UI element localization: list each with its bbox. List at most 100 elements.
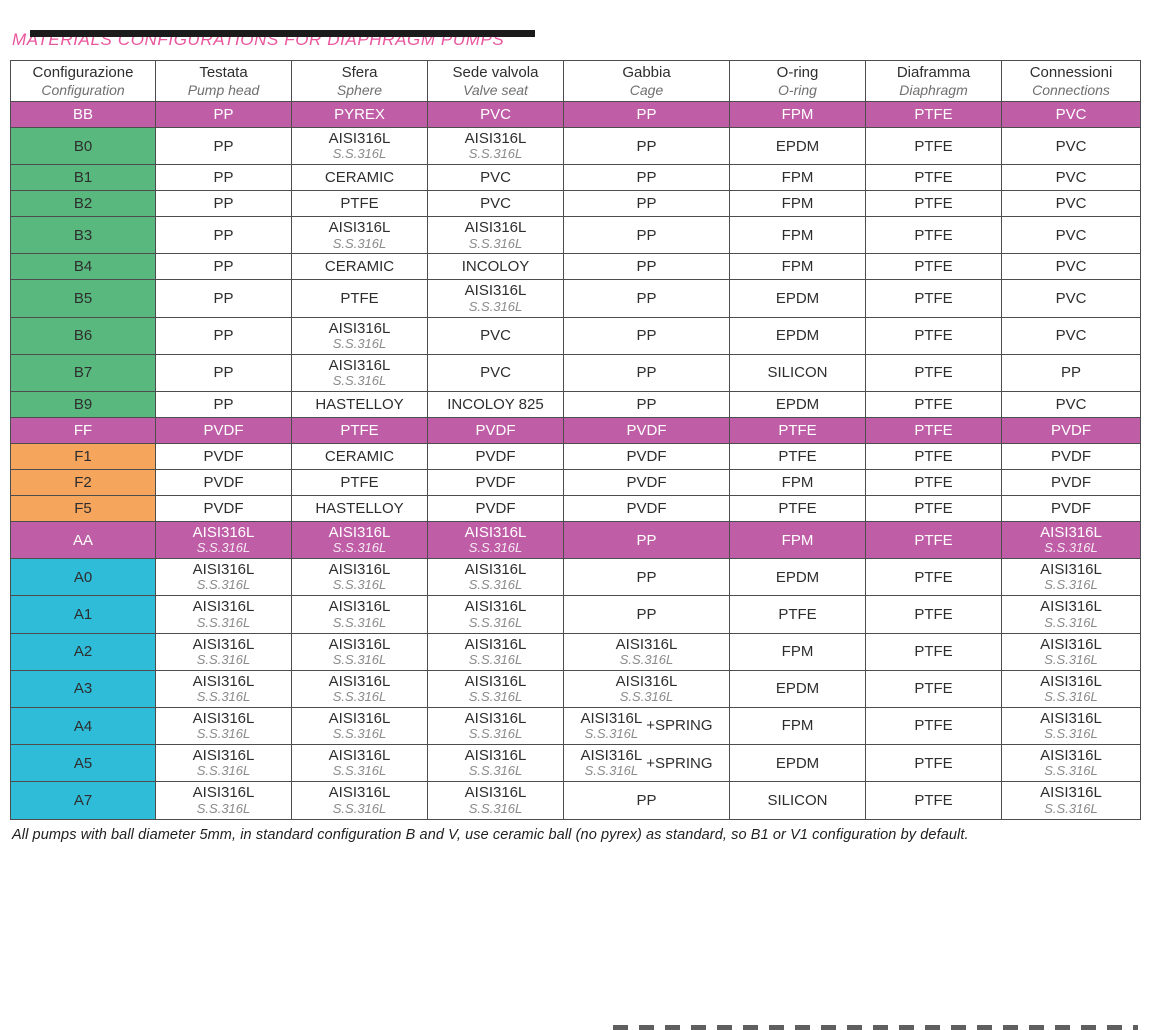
material-cell: AISI316L S.S.316L — [427, 521, 564, 560]
table-row-B1: B1 PP CERAMIC PVC PP FPM PTFE PVC — [10, 164, 1141, 192]
material-cell: FPM — [729, 164, 866, 192]
material-cell: PP — [155, 164, 292, 192]
material-cell: INCOLOY — [427, 253, 564, 281]
material-cell: AISI316L S.S.316L — [1001, 781, 1141, 820]
material-cell: AISI316L S.S.316L — [291, 353, 428, 393]
material-cell: PTFE — [865, 316, 1002, 355]
material-cell: AISI316L S.S.316L — [427, 706, 564, 746]
material-cell: AISI316L S.S.316L — [291, 706, 428, 746]
table-row-F5: F5 PVDF HASTELLOY PVDF PVDF PTFE PTFE PVDF — [10, 495, 1141, 523]
column-header-0: Configurazione Configuration — [10, 59, 156, 103]
material-cell: EPDM — [729, 316, 866, 355]
material-cell: PTFE — [291, 279, 428, 318]
material-cell: PTFE — [729, 495, 866, 523]
material-cell: EPDM — [729, 744, 866, 783]
material-cell: AISI316L S.S.316L — [1001, 669, 1141, 708]
material-cell: AISI316L S.S.316L — [155, 558, 292, 597]
material-cell: PVC — [1001, 164, 1141, 192]
material-cell: EPDM — [729, 391, 866, 419]
material-cell: AISI316L S.S.316L — [1001, 558, 1141, 597]
material-cell: PVDF — [1001, 417, 1141, 445]
material-cell: PTFE — [865, 632, 1002, 671]
material-cell: PP — [155, 127, 292, 166]
material-cell: PVDF — [155, 417, 292, 445]
material-cell: PVDF — [155, 469, 292, 497]
material-cell: PTFE — [865, 495, 1002, 523]
material-cell: AISI316L S.S.316L — [1001, 706, 1141, 746]
config-cell: A2 — [10, 632, 156, 671]
material-cell: PTFE — [865, 127, 1002, 166]
material-cell: PVC — [427, 190, 564, 218]
table-head-row: Configurazione Configuration Testata Pump h… — [10, 59, 1141, 103]
material-cell: PTFE — [291, 469, 428, 497]
material-cell: PP — [563, 353, 730, 393]
material-cell: PVDF — [563, 495, 730, 523]
material-cell: PTFE — [729, 417, 866, 445]
material-cell: PVDF — [563, 417, 730, 445]
material-cell: PTFE — [865, 706, 1002, 746]
table-body: BB PP PYREX PVC PP FPM PTFE PVC B0 PP AISI316L S.S.… — [10, 101, 1141, 820]
material-cell: PP — [155, 216, 292, 255]
material-cell: PTFE — [729, 595, 866, 634]
material-cell: FPM — [729, 706, 866, 746]
table-row-B4: B4 PP CERAMIC INCOLOY PP FPM PTFE PVC — [10, 253, 1141, 281]
material-cell: PTFE — [729, 443, 866, 471]
config-cell: B0 — [10, 127, 156, 166]
column-header-6: Diaframma Diaphragm — [865, 59, 1002, 103]
material-cell: PVC — [1001, 253, 1141, 281]
material-cell: PVC — [1001, 101, 1141, 129]
material-cell: PP — [155, 253, 292, 281]
table-row-A4: A4 AISI316L S.S.316L AISI316L S.S.316L AISI31… — [10, 706, 1141, 746]
config-cell: F1 — [10, 443, 156, 471]
material-cell: PTFE — [865, 781, 1002, 820]
material-cell: PP — [155, 101, 292, 129]
table-row-A5: A5 AISI316L S.S.316L AISI316L S.S.316L AISI31… — [10, 744, 1141, 783]
material-cell: AISI316L S.S.316L — [291, 595, 428, 634]
material-cell: AISI316L S.S.316L — [563, 669, 730, 708]
material-cell: AISI316L S.S.316L — [155, 595, 292, 634]
material-cell: PP — [563, 781, 730, 820]
material-cell: AISI316L S.S.316L — [427, 781, 564, 820]
material-cell: PTFE — [865, 521, 1002, 560]
table-row-A0: A0 AISI316L S.S.316L AISI316L S.S.316L AISI31… — [10, 558, 1141, 597]
material-cell: PVDF — [563, 443, 730, 471]
material-cell: FPM — [729, 632, 866, 671]
column-header-3: Sede valvola Valve seat — [427, 59, 564, 103]
material-cell: AISI316L S.S.316L — [1001, 632, 1141, 671]
material-cell: PVC — [1001, 316, 1141, 355]
config-cell: B1 — [10, 164, 156, 192]
table-row-B7: B7 PP AISI316L S.S.316L PVC PP SILICON PTFE PP — [10, 353, 1141, 393]
material-cell: FPM — [729, 101, 866, 129]
table-header: Configurazione Configuration Testata Pump h… — [10, 59, 1141, 103]
material-cell: SILICON — [729, 781, 866, 820]
material-cell: PP — [563, 253, 730, 281]
material-cell: AISI316L S.S.316L — [155, 669, 292, 708]
material-cell: AISI316L S.S.316L +SPRING — [563, 744, 730, 783]
material-cell: INCOLOY 825 — [427, 391, 564, 419]
material-cell: PTFE — [865, 469, 1002, 497]
material-cell: PVDF — [427, 417, 564, 445]
material-cell: PTFE — [291, 417, 428, 445]
config-cell: B2 — [10, 190, 156, 218]
table-row-F2: F2 PVDF PTFE PVDF PVDF FPM PTFE PVDF — [10, 469, 1141, 497]
material-cell: PTFE — [865, 669, 1002, 708]
material-cell: PVDF — [1001, 469, 1141, 497]
material-cell: AISI316L S.S.316L — [291, 521, 428, 560]
table-row-F1: F1 PVDF CERAMIC PVDF PVDF PTFE PTFE PVDF — [10, 443, 1141, 471]
material-cell: PP — [563, 521, 730, 560]
material-cell: AISI316L S.S.316L — [155, 744, 292, 783]
config-cell: B7 — [10, 353, 156, 393]
material-cell: EPDM — [729, 669, 866, 708]
material-cell: PP — [1001, 353, 1141, 393]
material-cell: PP — [563, 216, 730, 255]
footnote: All pumps with ball diameter 5mm, in sta… — [12, 826, 969, 843]
material-cell: PTFE — [865, 190, 1002, 218]
materials-table: Configurazione Configuration Testata Pump h… — [10, 59, 1141, 820]
material-cell: HASTELLOY — [291, 391, 428, 419]
material-cell: PP — [563, 279, 730, 318]
material-cell: PTFE — [865, 164, 1002, 192]
material-cell: PP — [563, 164, 730, 192]
material-cell: PP — [563, 595, 730, 634]
material-cell: PVC — [427, 353, 564, 393]
column-header-7: Connessioni Connections — [1001, 59, 1141, 103]
